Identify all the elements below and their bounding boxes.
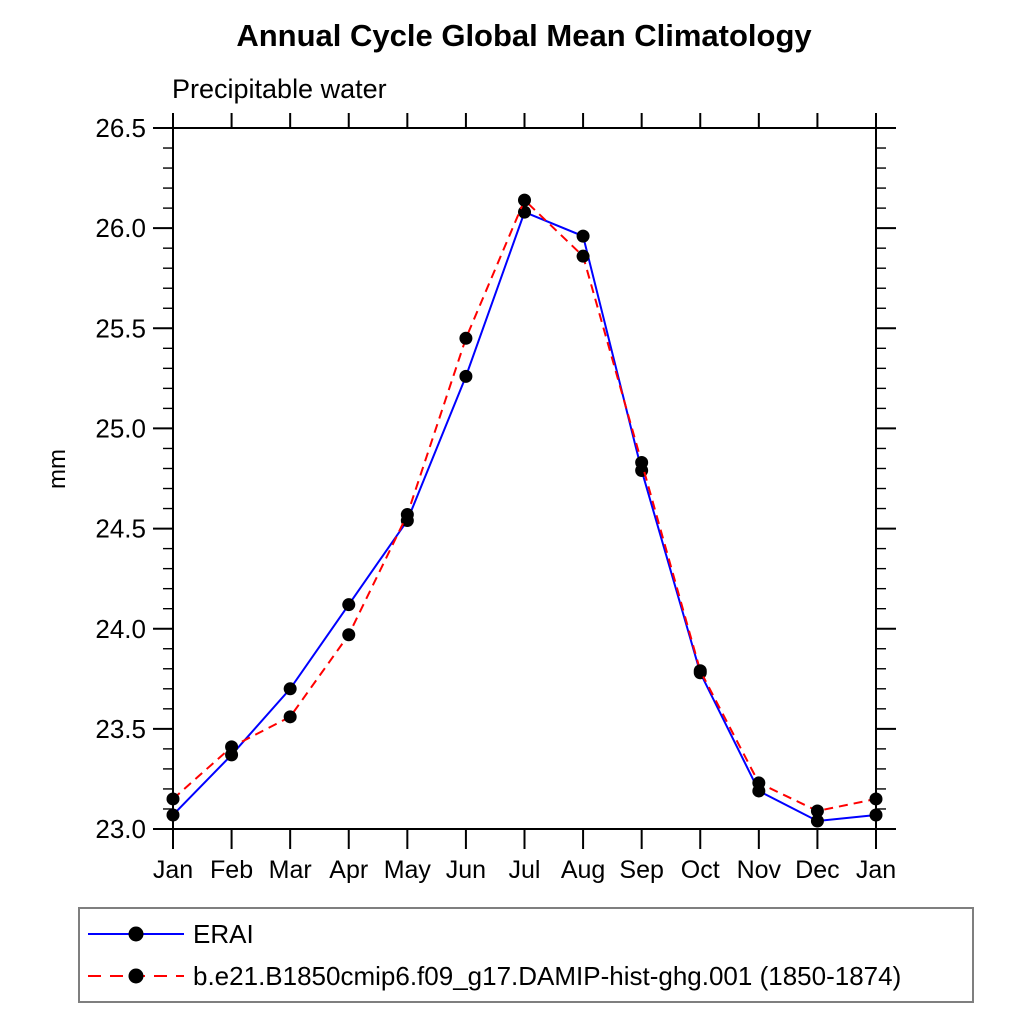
legend-sample-solid-line	[88, 926, 184, 942]
series-line-0	[172, 210, 877, 823]
data-point-1	[225, 740, 239, 754]
legend-box: ERAI b.e21.B1850cmip6.f09_g17.DAMIP-hist…	[78, 907, 974, 1003]
x-tick-label: Jul	[509, 856, 541, 884]
x-tick-label: Sep	[619, 856, 663, 884]
x-tick-label: Mar	[269, 856, 312, 884]
x-tick-label: Jan	[153, 856, 193, 884]
x-tick-label: Jun	[446, 856, 486, 884]
x-tick-label: Dec	[795, 856, 839, 884]
legend-label-erai: ERAI	[193, 918, 254, 949]
legend-marker-dot	[128, 926, 144, 942]
legend-sample-dashed-line	[88, 968, 184, 984]
data-point-1	[283, 710, 297, 724]
axis-frame	[172, 127, 877, 830]
y-tick-label: 26.0	[95, 213, 146, 243]
data-point-0	[166, 808, 180, 822]
data-point-1	[752, 776, 766, 790]
x-tick-label: Feb	[210, 856, 253, 884]
chart-subtitle: Precipitable water	[172, 74, 387, 104]
y-tick-label: 26.5	[95, 113, 146, 143]
legend-entry-erai: ERAI	[84, 913, 972, 955]
data-point-0	[810, 814, 824, 828]
data-point-1	[869, 792, 883, 806]
data-point-1	[693, 664, 707, 678]
y-tick-label: 25.0	[95, 414, 146, 444]
legend-label-model: b.e21.B1850cmip6.f09_g17.DAMIP-hist-ghg.…	[193, 960, 902, 991]
data-point-1	[576, 249, 590, 263]
y-tick-label: 25.5	[95, 313, 146, 343]
x-tick-label: Apr	[329, 856, 368, 884]
legend-entry-model: b.e21.B1850cmip6.f09_g17.DAMIP-hist-ghg.…	[84, 955, 972, 997]
data-point-0	[518, 205, 531, 219]
chart-title: Annual Cycle Global Mean Climatology	[236, 18, 812, 53]
data-point-0	[283, 682, 297, 696]
series-line-1	[172, 198, 877, 813]
x-tick-label: Jan	[856, 856, 896, 884]
x-tick-label: Nov	[737, 856, 782, 884]
data-point-1	[518, 193, 531, 207]
data-point-0	[342, 598, 356, 612]
data-point-0	[869, 808, 883, 822]
data-point-0	[459, 369, 473, 383]
x-tick-label: May	[384, 856, 432, 884]
x-tick-label: Oct	[681, 856, 720, 884]
legend-marker-dot	[128, 968, 144, 984]
y-tick-label: 23.0	[95, 814, 146, 844]
data-point-1	[400, 508, 414, 522]
data-point-0	[576, 229, 590, 243]
data-point-1	[635, 455, 649, 469]
y-tick-label: 24.0	[95, 614, 146, 644]
data-point-1	[342, 628, 356, 642]
data-point-1	[810, 804, 824, 818]
data-point-1	[166, 792, 180, 806]
y-tick-label: 23.5	[95, 714, 146, 744]
y-tick-label: 24.5	[95, 514, 146, 544]
x-tick-label: Aug	[561, 856, 605, 884]
data-point-1	[459, 331, 473, 345]
